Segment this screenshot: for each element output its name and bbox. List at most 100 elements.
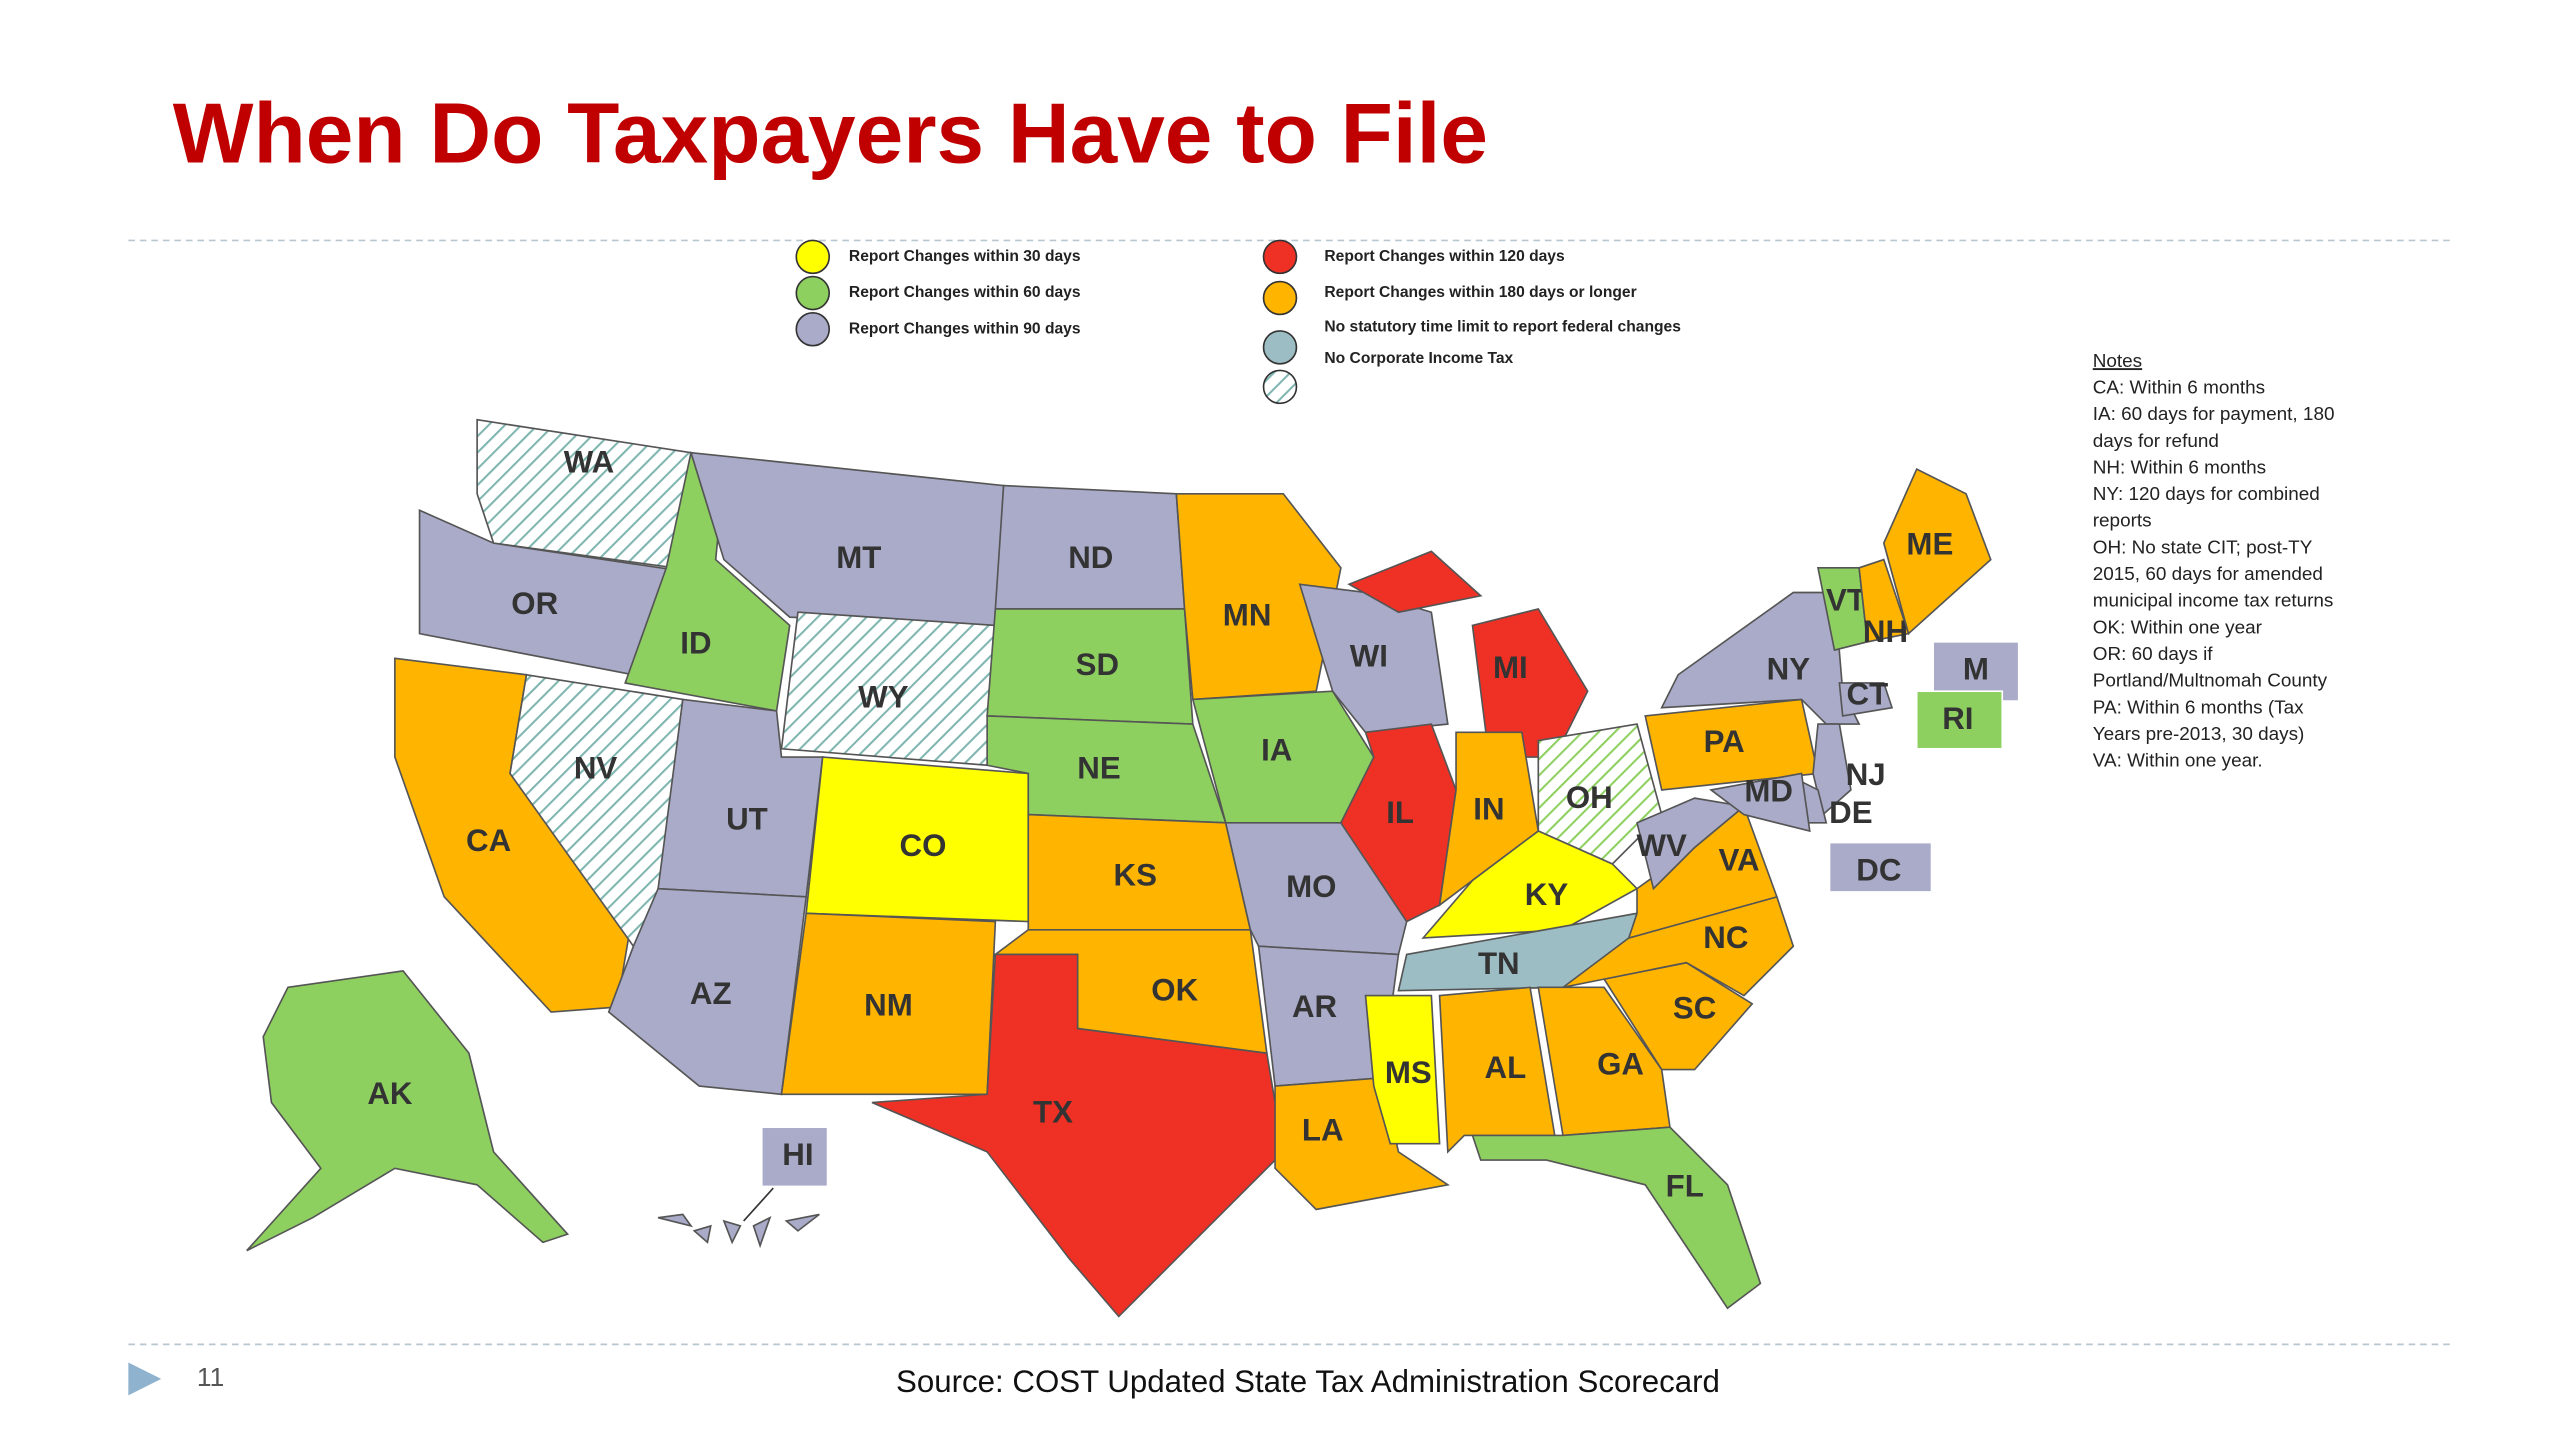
state — [1537, 986, 1671, 1137]
island — [784, 1213, 820, 1232]
legend-label: Report Changes within 30 days — [849, 248, 1081, 265]
state — [760, 1126, 829, 1188]
state — [1636, 797, 1746, 891]
state-label: HI — [782, 1137, 813, 1172]
state-label: CT — [1847, 676, 1889, 711]
state-label: CO — [900, 828, 947, 863]
legend-label: No Corporate Income Tax — [1324, 350, 1513, 367]
legend-swatch — [795, 239, 831, 275]
note-line: VA: Within one year. — [2093, 751, 2263, 772]
state-label: KS — [1114, 857, 1157, 892]
state-label: AL — [1485, 1050, 1527, 1085]
state — [1838, 682, 1894, 717]
state — [607, 887, 808, 1096]
state-label: RI — [1942, 701, 1973, 736]
state-label: AZ — [690, 976, 732, 1011]
state-label: NV — [574, 750, 618, 785]
state — [1660, 591, 1861, 725]
state-label: MS — [1385, 1055, 1432, 1090]
state-label: AK — [367, 1076, 413, 1111]
state-label: SC — [1673, 991, 1716, 1026]
state-label: KY — [1525, 877, 1569, 912]
note-line: OH: No state CIT; post-TY — [2093, 537, 2313, 558]
notes-heading: Notes — [2093, 351, 2142, 372]
state-label: TX — [1033, 1094, 1073, 1129]
state-label: ID — [680, 625, 711, 660]
state-label: FL — [1666, 1168, 1704, 1203]
state-label: DC — [1856, 852, 1901, 887]
note-line: OR: 60 days if — [2093, 644, 2214, 665]
state — [1709, 772, 1811, 833]
state-label: UT — [726, 801, 768, 836]
state-label: CA — [466, 823, 511, 858]
state-label: NH — [1863, 614, 1908, 649]
state-label: IA — [1261, 732, 1292, 767]
map: WAORCANVIDMTWYUTAZCONMNDSDNEKSOKTXMNIAMO… — [246, 418, 2020, 1318]
legend-label: Report Changes within 120 days — [1324, 248, 1565, 265]
island — [722, 1219, 742, 1245]
state — [246, 970, 570, 1252]
state-label: MI — [1493, 650, 1528, 685]
state-label: GA — [1597, 1047, 1644, 1082]
note-line: OK: Within one year — [2093, 617, 2262, 638]
note-line: Portland/Multnomah County — [2093, 671, 2328, 692]
state-label: SD — [1076, 647, 1119, 682]
legend-label: Report Changes within 60 days — [849, 284, 1081, 301]
state — [1339, 723, 1457, 923]
state-label: M — [1963, 652, 1989, 687]
state-label: NC — [1703, 920, 1748, 955]
legend-swatch — [795, 311, 831, 347]
legend-swatch — [1262, 280, 1298, 316]
state — [1882, 467, 1992, 636]
notes: Notes CA: Within 6 months IA: 60 days for … — [2093, 351, 2335, 771]
state — [1537, 723, 1663, 865]
legend-label: Report Changes within 90 days — [849, 320, 1081, 337]
island — [752, 1216, 772, 1249]
island — [657, 1213, 693, 1228]
state — [1812, 723, 1852, 817]
state-label: MD — [1744, 773, 1793, 808]
state-label: OH — [1566, 780, 1613, 815]
note-line: Years pre-2013, 30 days) — [2093, 724, 2305, 745]
island — [692, 1224, 712, 1244]
state-label: NE — [1077, 750, 1120, 785]
state-label: WI — [1350, 639, 1388, 674]
note-line: municipal income tax returns — [2093, 591, 2334, 612]
state-label: WY — [858, 680, 908, 715]
state-label: VA — [1718, 843, 1759, 878]
state-label: OK — [1151, 973, 1198, 1008]
state-label: MT — [836, 540, 881, 575]
state — [476, 418, 692, 569]
legend-swatch — [795, 275, 831, 311]
state-label: NJ — [1846, 757, 1886, 792]
state — [1828, 841, 1933, 893]
legend-swatch — [1262, 330, 1298, 365]
state-label: VT — [1826, 583, 1866, 618]
state-label: WV — [1637, 828, 1687, 863]
legend-label: Report Changes within 180 days or longer — [1324, 284, 1636, 301]
state-label: OR — [511, 586, 558, 621]
note-line: CA: Within 6 months — [2093, 377, 2265, 398]
title: When Do Taxpayers Have to File — [173, 87, 1488, 182]
note-line: 2015, 60 days for amended — [2093, 564, 2323, 585]
source: Source: COST Updated State Tax Administr… — [896, 1364, 1720, 1399]
state — [1471, 1126, 1762, 1310]
state-label: TN — [1478, 946, 1520, 981]
state-label: ND — [1068, 540, 1113, 575]
state-label: AR — [1292, 989, 1337, 1024]
state — [1175, 492, 1342, 701]
note-line: reports — [2093, 511, 2152, 532]
note-line: PA: Within 6 months (Tax — [2093, 697, 2304, 718]
slide-marker — [128, 1362, 162, 1396]
note-line: IA: 60 days for payment, 180 — [2093, 404, 2335, 425]
state-label: DE — [1829, 795, 1872, 830]
legend-swatch — [1262, 239, 1298, 275]
state-label: MN — [1223, 597, 1272, 632]
note-line: days for refund — [2093, 431, 2219, 452]
state-label: IL — [1386, 795, 1414, 830]
state-label: LA — [1302, 1112, 1344, 1147]
legend-swatch — [1262, 369, 1298, 405]
pointer — [743, 1187, 774, 1222]
page-number: 11 — [197, 1362, 224, 1392]
